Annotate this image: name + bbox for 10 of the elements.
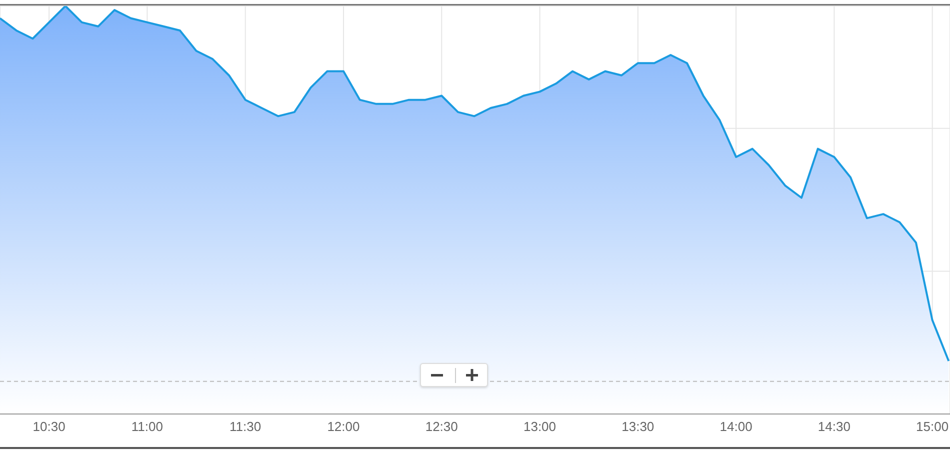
- x-tick-label: 12:30: [425, 419, 458, 434]
- x-tick-label: 10:30: [32, 419, 66, 434]
- x-tick-label: 14:00: [720, 419, 752, 434]
- x-tick-label: 11:30: [230, 419, 262, 434]
- x-tick-label: 14:30: [818, 419, 850, 434]
- x-tick-label: 11:00: [131, 419, 163, 434]
- x-tick-label: 15:00: [916, 419, 949, 434]
- x-tick-label: 12:00: [327, 419, 360, 434]
- x-tick-label: 13:30: [622, 419, 654, 434]
- x-tick-label: 13:00: [524, 419, 556, 434]
